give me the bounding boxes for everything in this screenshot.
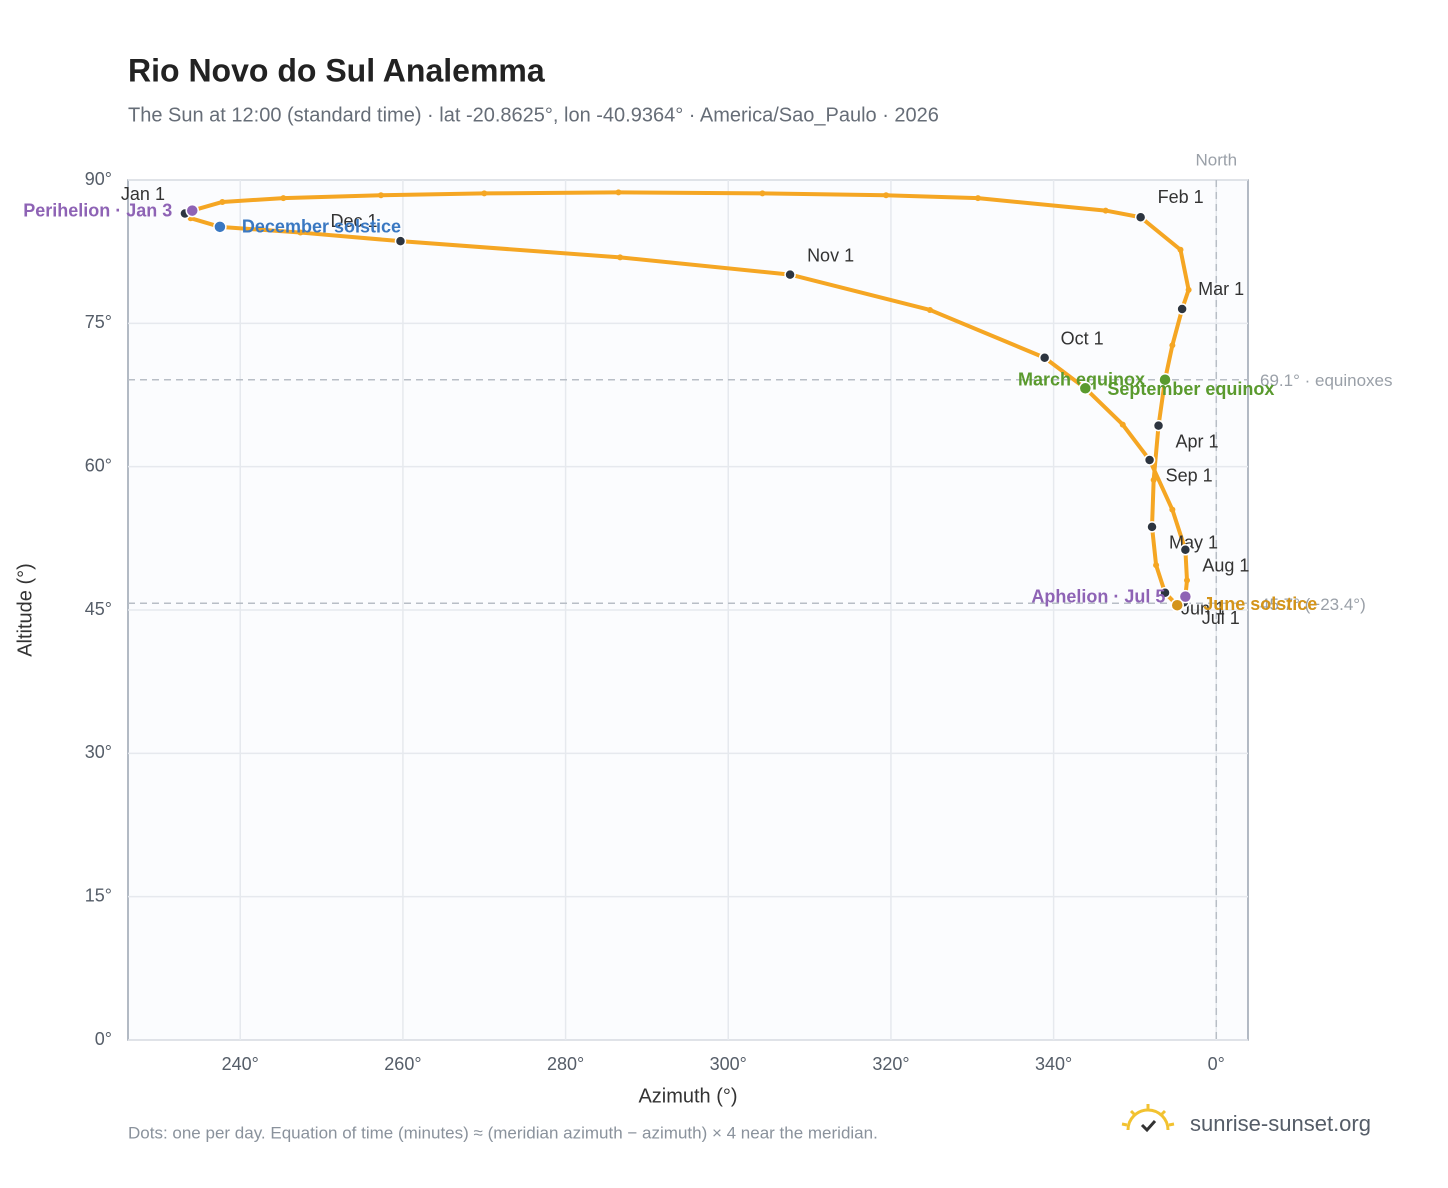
x-tick-label: 240° bbox=[222, 1054, 259, 1074]
month-label: Apr 1 bbox=[1176, 431, 1219, 451]
day-dot bbox=[974, 195, 981, 202]
day-dot bbox=[1185, 286, 1192, 293]
event-dot bbox=[1078, 381, 1093, 396]
event-label: March equinox bbox=[1018, 369, 1145, 389]
month-dot bbox=[1179, 544, 1192, 556]
event-dot bbox=[1158, 372, 1172, 387]
day-dot bbox=[1150, 477, 1157, 484]
x-tick-label: 260° bbox=[384, 1054, 421, 1074]
brand-name: sunrise-sunset.org bbox=[1190, 1111, 1371, 1136]
reference-label: 45.7° (−23.4°) bbox=[1260, 595, 1366, 614]
event-dot bbox=[213, 220, 227, 234]
month-dot bbox=[394, 235, 407, 247]
day-dot bbox=[615, 189, 622, 196]
month-dot bbox=[1134, 211, 1147, 224]
month-dot bbox=[1038, 351, 1051, 364]
x-tick-label: 0° bbox=[1208, 1054, 1225, 1074]
y-axis-title: Altitude (°) bbox=[14, 563, 36, 657]
month-dot bbox=[1159, 587, 1171, 599]
x-axis-title: Azimuth (°) bbox=[638, 1085, 737, 1107]
x-tick-label: 340° bbox=[1035, 1054, 1072, 1074]
month-label: Jul 1 bbox=[1202, 608, 1240, 628]
day-dot bbox=[759, 190, 766, 197]
day-dot bbox=[1119, 421, 1126, 428]
day-dot bbox=[617, 254, 624, 261]
month-label: Mar 1 bbox=[1198, 279, 1244, 299]
month-dot bbox=[1143, 454, 1156, 466]
brand-logo bbox=[1121, 1104, 1175, 1133]
event-label: December solstice bbox=[242, 217, 401, 237]
month-label: Jun 1 bbox=[1181, 599, 1225, 619]
north-label: North bbox=[1195, 150, 1237, 169]
month-dot bbox=[1176, 303, 1188, 315]
x-tick-label: 280° bbox=[547, 1054, 584, 1074]
month-label: Jan 1 bbox=[121, 184, 165, 204]
month-label: Oct 1 bbox=[1061, 328, 1104, 348]
day-dot bbox=[1153, 562, 1160, 569]
analemma-path bbox=[182, 190, 1191, 608]
event-label: June solstice bbox=[1203, 594, 1317, 614]
x-tick-label: 300° bbox=[710, 1054, 747, 1074]
y-tick-label: 30° bbox=[85, 742, 112, 762]
day-dot bbox=[219, 198, 226, 205]
month-dot bbox=[1152, 419, 1165, 432]
month-label: Nov 1 bbox=[807, 245, 854, 265]
month-label: Aug 1 bbox=[1202, 556, 1249, 576]
month-dot bbox=[784, 268, 796, 281]
day-dot bbox=[1177, 246, 1184, 253]
y-tick-label: 15° bbox=[85, 885, 112, 905]
day-dot bbox=[1169, 506, 1176, 513]
day-dot bbox=[377, 192, 384, 199]
y-tick-label: 75° bbox=[85, 312, 112, 332]
day-dot bbox=[883, 192, 890, 199]
x-tick-label: 320° bbox=[872, 1054, 909, 1074]
month-dot bbox=[1146, 521, 1158, 533]
event-dot bbox=[1178, 589, 1193, 604]
day-dot bbox=[1183, 577, 1190, 584]
day-dot bbox=[280, 195, 287, 202]
day-dot bbox=[297, 229, 304, 236]
month-label: Feb 1 bbox=[1158, 187, 1204, 207]
month-label: Sep 1 bbox=[1166, 466, 1213, 486]
day-dot bbox=[1169, 342, 1176, 349]
day-dot bbox=[1102, 207, 1109, 214]
y-tick-label: 90° bbox=[85, 169, 112, 189]
reference-label: 69.1° · equinoxes bbox=[1260, 371, 1393, 390]
event-dot bbox=[185, 203, 200, 218]
chart-subtitle: The Sun at 12:00 (standard time) · lat -… bbox=[128, 104, 939, 126]
month-label: May 1 bbox=[1169, 533, 1218, 553]
day-dot bbox=[481, 190, 488, 197]
event-label: Aphelion · Jul 5 bbox=[1031, 586, 1165, 606]
event-dot bbox=[1170, 598, 1184, 612]
chart-title: Rio Novo do Sul Analemma bbox=[128, 52, 545, 88]
y-tick-label: 60° bbox=[85, 455, 112, 475]
event-label: September equinox bbox=[1107, 379, 1274, 399]
footnote: Dots: one per day. Equation of time (min… bbox=[128, 1123, 878, 1142]
event-label: Perihelion · Jan 3 bbox=[23, 200, 172, 220]
month-label: Dec 1 bbox=[330, 211, 377, 231]
day-dot bbox=[926, 306, 933, 313]
y-tick-label: 45° bbox=[85, 599, 112, 619]
y-tick-label: 0° bbox=[95, 1029, 112, 1049]
